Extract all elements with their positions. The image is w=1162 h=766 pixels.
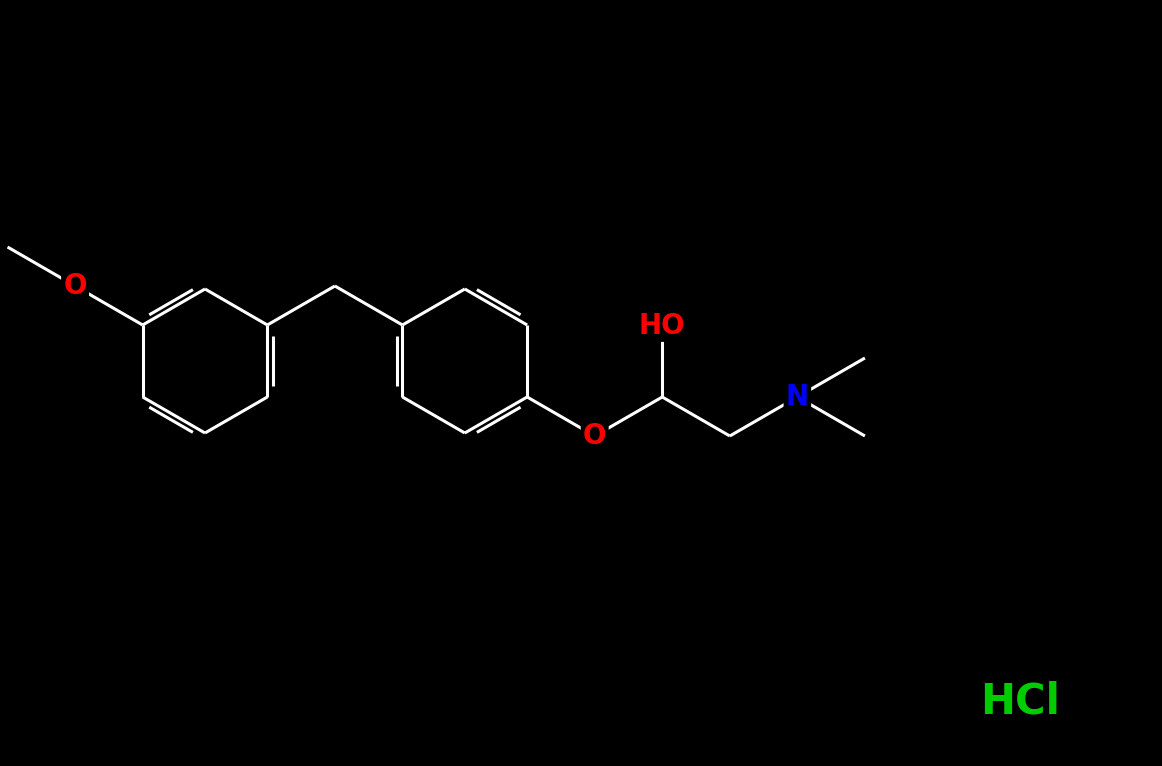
Text: N: N xyxy=(786,383,809,411)
Text: HO: HO xyxy=(639,312,686,339)
Text: HCl: HCl xyxy=(980,680,1060,722)
Text: O: O xyxy=(64,272,87,300)
Text: O: O xyxy=(583,422,607,450)
